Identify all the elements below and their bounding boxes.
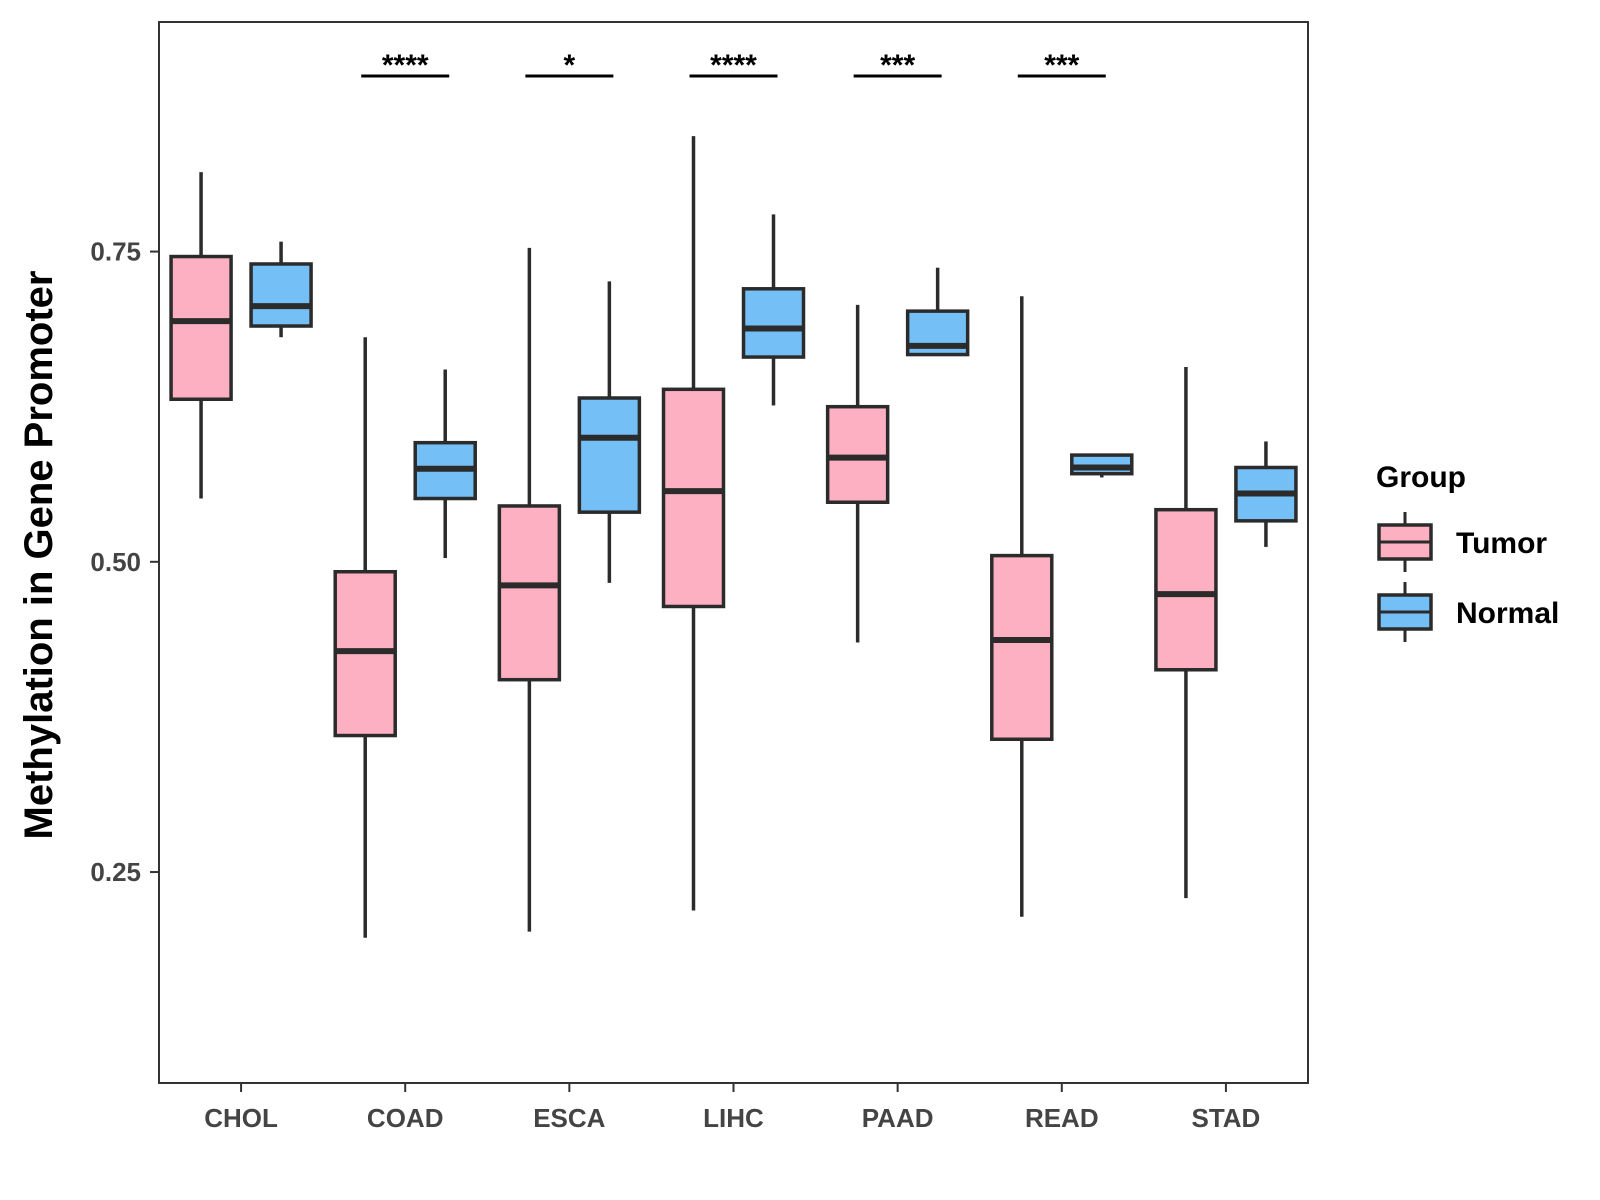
box-iqr: [741, 287, 806, 359]
box-normal-chol: [249, 241, 313, 338]
y-tick-label: 0.50: [90, 547, 141, 577]
box-iqr: [661, 387, 726, 609]
significance-read: ***: [1017, 49, 1106, 82]
box-normal-coad: [413, 369, 477, 559]
significance-label: ****: [710, 49, 757, 82]
legend-label-tumor: Tumor: [1456, 527, 1547, 560]
x-tick-label: LIHC: [703, 1103, 764, 1133]
box-iqr: [497, 504, 562, 682]
legend-title: Group: [1376, 461, 1466, 494]
plot-panel-border: [158, 21, 1309, 1084]
x-tick-label: CHOL: [204, 1103, 278, 1133]
x-axis: CHOL COAD ESCA LIHC PAAD READ STAD: [204, 1083, 1260, 1133]
box-normal-read: [1070, 453, 1134, 478]
significance-esca: *: [525, 49, 614, 82]
significance-coad: ****: [361, 49, 450, 82]
box-iqr: [1070, 453, 1134, 476]
y-tick-label: 0.25: [90, 857, 141, 887]
y-axis: 0.25 0.50 0.75: [90, 237, 159, 887]
x-tick-label: COAD: [367, 1103, 444, 1133]
significance-label: *: [564, 49, 576, 82]
box-iqr: [825, 404, 890, 504]
box-iqr: [169, 254, 233, 401]
box-tumor-read: [990, 296, 1054, 917]
box-tumor-lihc: [661, 136, 726, 911]
y-axis-title: Methylation in Gene Promoter: [17, 271, 61, 840]
legend-label-normal: Normal: [1456, 597, 1559, 630]
series-normal: [249, 214, 1298, 583]
legend-entry-normal: Normal: [1377, 582, 1559, 642]
legend-entry-tumor: Tumor: [1377, 512, 1547, 572]
x-tick-label: ESCA: [533, 1103, 605, 1133]
y-tick-label: 0.75: [90, 237, 141, 267]
box-normal-esca: [577, 281, 642, 583]
series-tumor: [169, 136, 1218, 938]
legend: Group Tumor Normal: [1376, 461, 1559, 642]
box-iqr: [990, 553, 1054, 742]
box-iqr: [249, 262, 313, 328]
x-tick-label: READ: [1025, 1103, 1099, 1133]
box-iqr: [577, 396, 642, 514]
box-iqr: [1154, 507, 1218, 672]
significance-paad: ***: [853, 49, 942, 82]
box-normal-stad: [1234, 441, 1298, 547]
significance-label: ****: [382, 49, 429, 82]
box-series: [169, 136, 1298, 938]
box-normal-lihc: [741, 214, 806, 406]
x-tick-label: PAAD: [862, 1103, 934, 1133]
box-tumor-chol: [169, 172, 233, 499]
box-tumor-paad: [825, 304, 890, 643]
x-tick-label: STAD: [1191, 1103, 1260, 1133]
significance-annotations: **** * **** *** ***: [361, 49, 1106, 82]
significance-lihc: ****: [689, 49, 778, 82]
box-tumor-stad: [1154, 366, 1218, 899]
significance-label: ***: [1044, 49, 1079, 82]
box-tumor-esca: [497, 247, 562, 932]
box-tumor-coad: [333, 337, 397, 938]
box-normal-paad: [905, 267, 970, 357]
significance-label: ***: [880, 49, 915, 82]
